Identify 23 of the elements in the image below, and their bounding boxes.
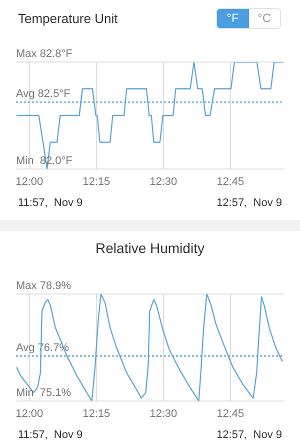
chart-title: Relative Humidity <box>94 240 206 258</box>
text: 12:57, Nov 9 <box>216 429 282 441</box>
y-tick-label: 78.9% <box>40 280 72 292</box>
annotation: Min <box>16 387 34 399</box>
x-tick-label: 12:15 <box>82 176 110 188</box>
x-tick-label: 12:30 <box>150 408 178 420</box>
text: 11:57, Nov 9 <box>18 429 83 441</box>
x-tick-label: 12:45 <box>216 408 244 420</box>
y-tick-label: 82.8°F <box>40 48 73 60</box>
x-tick-label: 12:00 <box>16 408 44 420</box>
x-tick-label: 12:00 <box>16 176 44 188</box>
text: Max <box>16 280 38 292</box>
ref-line-label: Avg 82.5°F <box>16 88 71 100</box>
x-tick-label: 12:45 <box>216 176 244 188</box>
text: 12:57, Nov 9 <box>216 197 282 209</box>
chart-title: Temperature Unit <box>18 11 118 26</box>
x-tick-label: 12:15 <box>82 408 110 420</box>
annotation: Min <box>16 155 34 167</box>
text: 11:57, Nov 9 <box>18 197 83 209</box>
text: Max <box>16 48 38 60</box>
y-tick-label: 75.1% <box>40 387 72 399</box>
unit-toggle: °F °C <box>216 8 281 29</box>
x-tick-label: 12:30 <box>150 176 178 188</box>
